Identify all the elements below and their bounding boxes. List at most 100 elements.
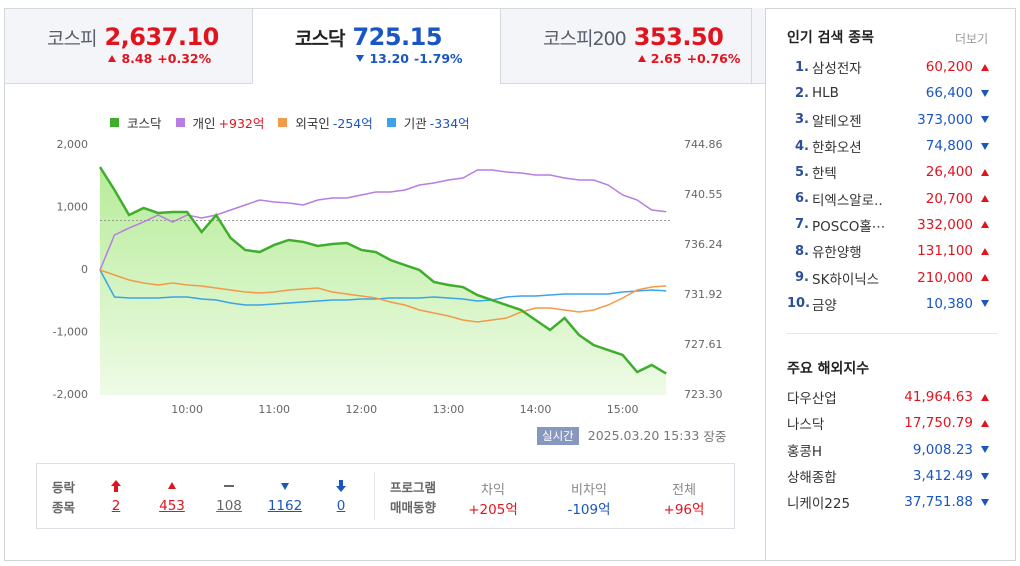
separator — [374, 472, 375, 520]
updown-title-line: 종목 — [52, 500, 76, 515]
side-panel — [766, 9, 1015, 560]
index-change: 13.20 -1.79% — [356, 51, 463, 66]
index-value: 41,964.63 — [904, 389, 973, 406]
x-tick-label: 12:00 — [345, 403, 377, 416]
series-line — [98, 166, 667, 375]
x-tick-label: 15:00 — [607, 403, 639, 416]
arrow-cell — [973, 59, 997, 75]
index-tab[interactable]: 코스피200 353.50 2.65 +0.76% — [500, 8, 752, 84]
index-name: 니케이225 — [787, 496, 851, 513]
rank: 1. — [795, 59, 809, 75]
arrow-cell — [973, 112, 997, 128]
timestamp: 2025.03.20 15:33 — [587, 428, 700, 443]
stock-name: SK하이닉스 — [812, 271, 880, 288]
popular-item[interactable]: 4. 한화오션 74,800 — [787, 133, 997, 159]
world-item[interactable]: 상해종합 3,412.49 — [787, 463, 997, 489]
popular-item[interactable]: 6. 티엑스알로.. 20,700 — [787, 185, 997, 211]
index-value: 725.15 — [352, 23, 443, 51]
series-line — [99, 269, 667, 306]
index-tab[interactable]: 코스닥 725.15 13.20 -1.79% — [252, 8, 501, 84]
program-title: 프로그램 매매동향 — [390, 478, 436, 518]
index-name: 나스닥 — [787, 417, 825, 434]
arrow-cell — [973, 138, 997, 154]
change-value: 2.65 — [650, 51, 682, 66]
popular-item[interactable]: 9. SK하이닉스 210,000 — [787, 264, 997, 290]
icon-shape — [111, 480, 121, 492]
legend-label: 코스닥 — [127, 116, 162, 131]
y2-tick-label: 731.92 — [684, 288, 723, 301]
arrow-icon — [637, 55, 646, 62]
arrow-cell — [973, 296, 997, 312]
updown-count[interactable]: 108 — [216, 498, 242, 514]
rank: 8. — [795, 243, 809, 259]
program-value: +205억 — [468, 502, 518, 518]
separator — [787, 333, 997, 334]
updown-count[interactable]: 0 — [336, 498, 346, 514]
popular-item[interactable]: 8. 유한양행 131,100 — [787, 238, 997, 264]
icon-shape — [224, 485, 234, 487]
rank: 6. — [795, 191, 809, 207]
updown-count[interactable]: 1162 — [267, 498, 303, 514]
arrow-icon — [981, 393, 989, 401]
updown-count[interactable]: 2 — [111, 498, 121, 514]
chart: 2,000 1,000 0 -1,000 -2,000 744.86 740.55 736.2… — [53, 138, 723, 416]
area — [100, 167, 667, 395]
popular-item[interactable]: 5. 한텍 26,400 — [787, 159, 997, 185]
arrow-icon — [981, 274, 989, 282]
stock-name: 유한양행 — [812, 245, 862, 262]
index-change: 8.48 +0.32% — [108, 51, 218, 66]
popular-item[interactable]: 10. 금양 10,380 — [787, 291, 997, 317]
stock-price: 210,000 — [917, 269, 973, 286]
tab-filler — [752, 8, 766, 84]
arrow-cell — [973, 442, 997, 458]
index-name: 코스닥 — [295, 28, 345, 50]
updown-icon — [168, 482, 176, 489]
change-percent: +0.32% — [157, 51, 212, 66]
world-list: 다우산업 41,964.63 나스닥 17,750.79 홍콩H 9,008.23 상해종합… — [787, 384, 997, 515]
legend-value: +932억 — [218, 116, 265, 131]
arrow-icon — [981, 221, 989, 229]
world-item[interactable]: 다우산업 41,964.63 — [787, 384, 997, 410]
legend-label: 개인 — [192, 116, 216, 131]
rank: 2. — [795, 85, 809, 101]
world-item[interactable]: 니케이225 37,751.88 — [787, 489, 997, 515]
popular-item[interactable]: 3. 알테오젠 373,000 — [787, 107, 997, 133]
world-title: 주요 해외지수 — [787, 361, 870, 377]
arrow-cell — [973, 85, 997, 101]
legend-item: 코스닥 — [110, 113, 162, 132]
index-change: 2.65 +0.76% — [637, 51, 740, 66]
stock-price: 60,200 — [925, 59, 973, 76]
arrow-cell — [973, 389, 997, 405]
arrow-icon — [981, 63, 989, 71]
world-item[interactable]: 나스닥 17,750.79 — [787, 410, 997, 436]
x-tick-label: 13:00 — [433, 403, 465, 416]
y2-tick-label: 736.24 — [684, 238, 723, 251]
arrow-icon — [981, 300, 989, 308]
arrow-icon — [981, 142, 989, 150]
legend-swatch — [110, 118, 119, 127]
stock-price: 332,000 — [917, 216, 973, 233]
stock-price: 74,800 — [925, 138, 973, 155]
status: 실시간 2025.03.20 15:33 장중 — [537, 426, 726, 445]
icon-shape — [281, 483, 289, 490]
icon-shape — [168, 482, 176, 489]
y-tick-label: -1,000 — [53, 326, 88, 339]
more-link[interactable]: 더보기 — [955, 32, 989, 46]
popular-title: 인기 검색 종목 — [787, 30, 875, 46]
popular-item[interactable]: 7. POSCO홀⋯ 332,000 — [787, 212, 997, 238]
arrow-icon — [981, 419, 989, 427]
index-value: 37,751.88 — [904, 494, 973, 511]
updown-title-line: 등락 — [52, 480, 76, 495]
world-item[interactable]: 홍콩H 9,008.23 — [787, 437, 997, 463]
index-value: 17,750.79 — [904, 415, 973, 432]
change-value: 13.20 — [369, 51, 409, 66]
index-tab[interactable]: 코스피 2,637.10 8.48 +0.32% — [4, 8, 253, 84]
stock-name: 알테오젠 — [812, 113, 862, 130]
arrow-cell — [973, 415, 997, 431]
popular-item[interactable]: 1. 삼성전자 60,200 — [787, 54, 997, 80]
popular-item[interactable]: 2. HLB 66,400 — [787, 80, 997, 106]
program-value: -109억 — [567, 502, 611, 518]
updown-icon — [281, 483, 289, 490]
updown-count[interactable]: 453 — [159, 498, 185, 514]
